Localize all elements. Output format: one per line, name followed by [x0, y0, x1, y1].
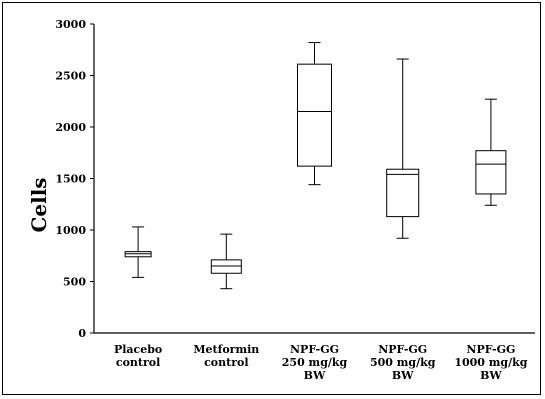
- iqr-box: [210, 259, 242, 274]
- iqr-box: [475, 150, 507, 195]
- iqr-box: [297, 63, 332, 167]
- category-label: NPF-GG 250 mg/kg BW: [282, 343, 348, 382]
- boxes: [124, 42, 507, 290]
- y-tick-label: 500: [63, 276, 86, 289]
- category-label: NPF-GG 1000 mg/kg BW: [454, 343, 527, 382]
- y-tick-label: 1000: [55, 224, 86, 237]
- category-label: NPF-GG 500 mg/kg BW: [370, 343, 436, 382]
- iqr-box: [124, 251, 152, 258]
- chart-frame: [2, 2, 541, 395]
- box-4: [386, 58, 420, 239]
- box-1: [124, 226, 152, 278]
- category-label: Metformin control: [193, 343, 259, 369]
- y-axis-label: Cells: [27, 177, 51, 232]
- y-tick-label: 1500: [55, 173, 86, 186]
- category-labels: Placebo control Metformin control NPF-GG 250 …: [114, 343, 528, 382]
- box-2: [210, 233, 242, 290]
- iqr-box: [386, 168, 420, 218]
- y-tick-label: 3000: [55, 18, 86, 31]
- axes: 0 500 1000 1500 2000 2500 3000: [55, 18, 535, 340]
- y-tick-label: 2000: [55, 121, 86, 134]
- y-tick-label: 2500: [55, 70, 86, 83]
- y-tick-label: 0: [78, 327, 86, 340]
- category-label: Placebo control: [114, 343, 162, 369]
- box-3: [297, 42, 332, 186]
- box-5: [475, 98, 507, 206]
